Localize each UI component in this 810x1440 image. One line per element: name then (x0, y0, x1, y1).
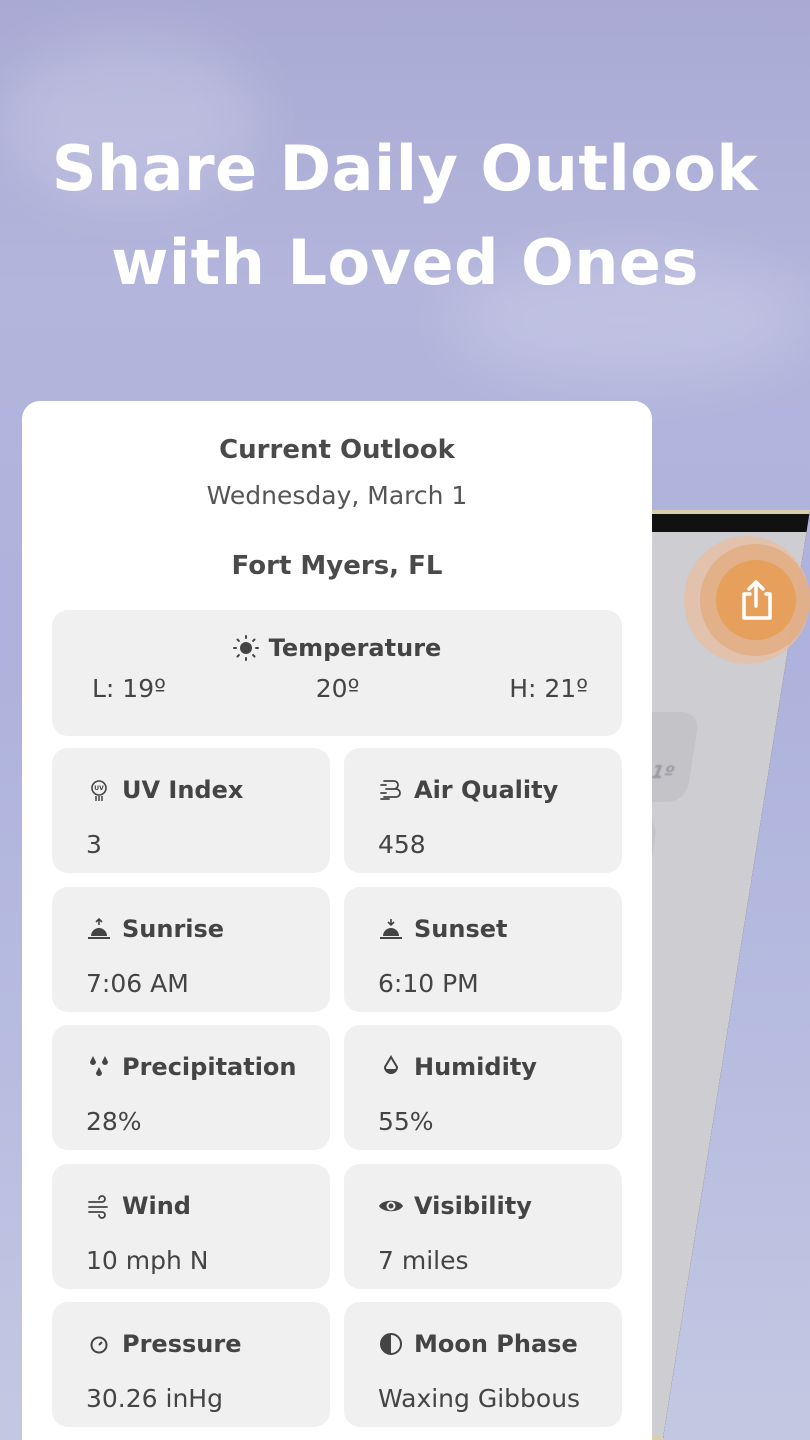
tile-label: Moon Phase (414, 1330, 578, 1358)
share-icon (742, 580, 772, 620)
tile-sunset: Sunset 6:10 PM (344, 886, 622, 1012)
card-title: Current Outlook (219, 435, 455, 465)
tile-label: Precipitation (122, 1053, 297, 1081)
headline: Share Daily Outlook with Loved Ones (0, 122, 810, 310)
tile-humidity: Humidity 55% (344, 1025, 622, 1150)
tile-value: 3 (86, 830, 102, 859)
tile-value: 55% (378, 1107, 434, 1136)
moon-icon (380, 1333, 402, 1355)
sunset-icon (380, 918, 402, 939)
card-date: Wednesday, March 1 (206, 481, 468, 510)
wind-icon (88, 1194, 108, 1219)
tile-moon-phase: Moon Phase Waxing Gibbous (344, 1302, 622, 1427)
outlook-card: Current Outlook Wednesday, March 1 Fort … (22, 401, 652, 1440)
tile-label: Air Quality (414, 776, 559, 804)
tile-label: Wind (122, 1191, 191, 1220)
tile-value: 10 mph N (86, 1245, 209, 1275)
svg-text:UV: UV (94, 785, 104, 792)
share-button[interactable] (716, 560, 796, 640)
tile-uv-index: UV UV Index 3 (52, 748, 330, 873)
sunrise-icon (88, 917, 110, 939)
tile-value: 28% (86, 1107, 142, 1136)
eye-icon (379, 1200, 403, 1211)
tile-precipitation: Precipitation 28% (52, 1025, 330, 1150)
tile-label: Sunrise (122, 914, 225, 943)
gauge-icon (90, 1336, 108, 1354)
tile-value: 6:10 PM (378, 968, 479, 998)
tile-visibility: Visibility 7 miles (344, 1163, 622, 1289)
cloud (450, 260, 810, 380)
headline-line-1: Share Daily Outlook (51, 132, 759, 205)
tile-value: 30.26 inHg (86, 1384, 223, 1413)
temperature-low: L: 19º (92, 674, 166, 703)
tile-label: Visibility (414, 1191, 532, 1220)
raindrops-icon (90, 1056, 108, 1076)
headline-line-2: with Loved Ones (111, 226, 699, 299)
temperature-label: Temperature (268, 634, 442, 662)
temperature-high: H: 21º (509, 674, 588, 703)
tile-value: 7:06 AM (86, 968, 189, 998)
temperature-tile: Temperature L: 19º 20º H: 21º (52, 610, 622, 736)
tile-air-quality: Air Quality 458 (344, 748, 622, 873)
air-quality-icon (380, 780, 401, 800)
tile-value: Waxing Gibbous (378, 1384, 581, 1413)
tile-label: UV Index (122, 776, 244, 804)
card-city: Fort Myers, FL (231, 551, 443, 581)
sun-icon (232, 635, 259, 661)
temperature-current: 20º (315, 674, 360, 703)
drop-icon (383, 1055, 399, 1074)
tile-label: Humidity (414, 1053, 537, 1081)
tile-label: Pressure (122, 1330, 242, 1358)
tile-wind: Wind 10 mph N (52, 1163, 330, 1289)
tile-sunrise: Sunrise 7:06 AM (52, 886, 330, 1012)
tile-value: 7 miles (378, 1245, 469, 1275)
tile-value: 458 (378, 830, 426, 859)
cloud (0, 40, 260, 200)
uv-icon: UV (91, 780, 107, 801)
tile-label: Sunset (414, 914, 508, 943)
tile-pressure: Pressure 30.26 inHg (52, 1302, 330, 1427)
